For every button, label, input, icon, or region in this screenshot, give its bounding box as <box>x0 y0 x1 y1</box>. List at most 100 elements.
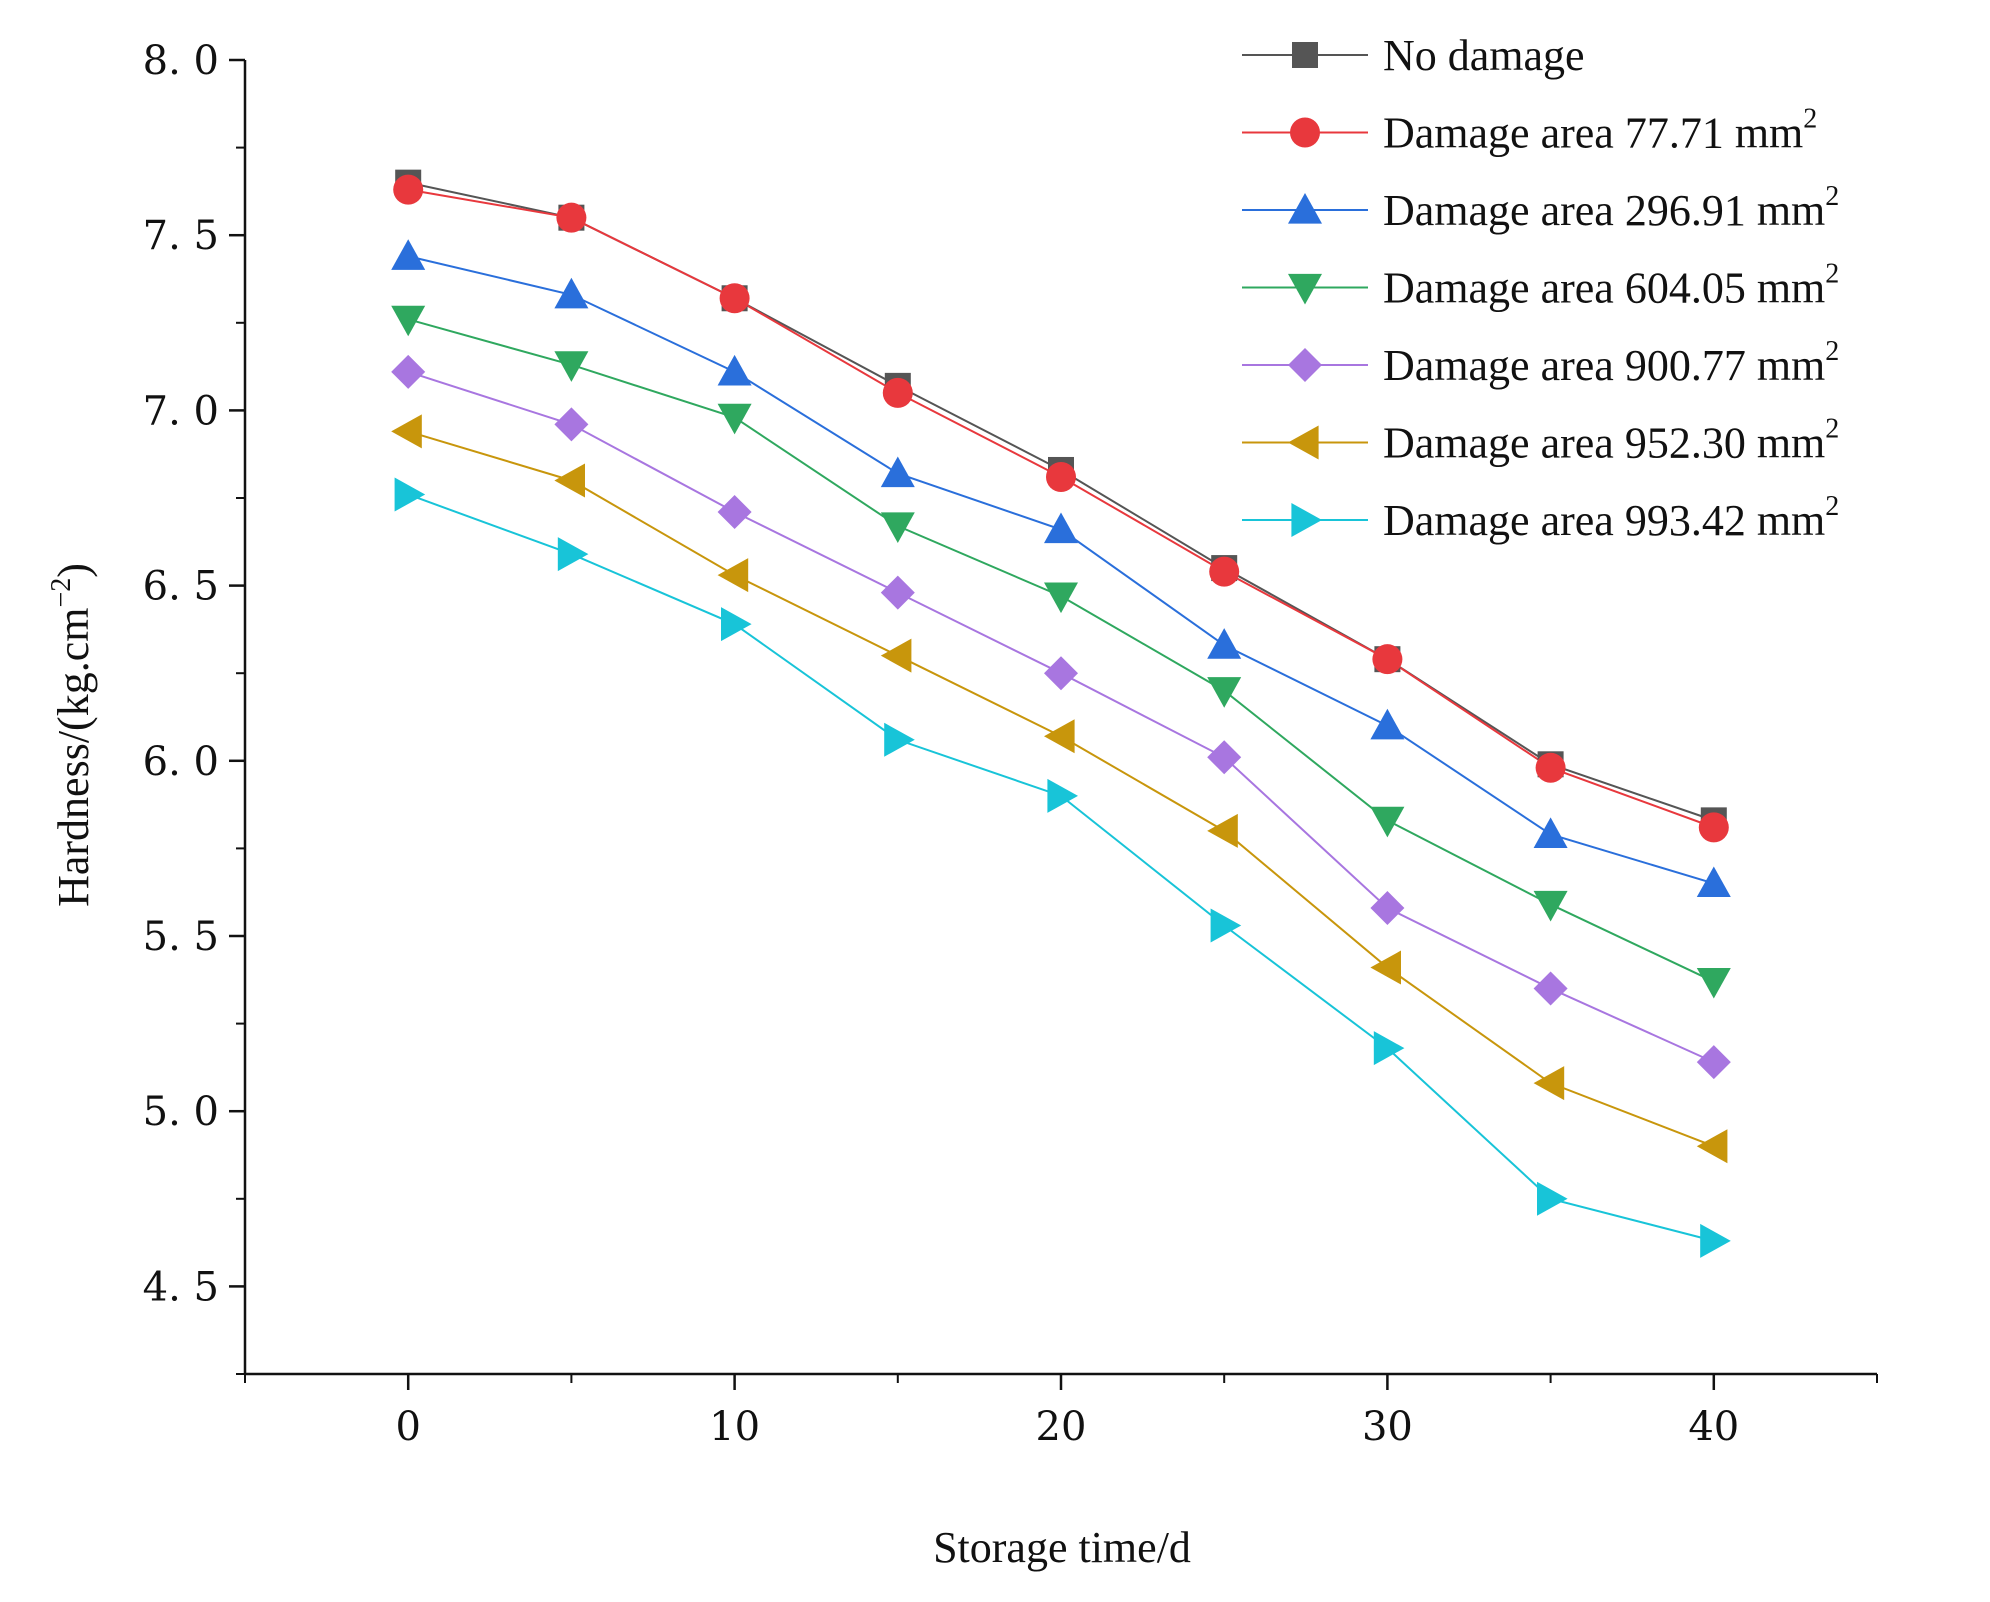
legend-label-text: No damage <box>1383 31 1585 80</box>
x-axis-label: Storage time/d <box>933 1523 1191 1572</box>
legend-label-sup: 2 <box>1825 181 1839 212</box>
legend-label: Damage area 993.42 mm2 <box>1383 491 1839 545</box>
y-tick-label: 4. 5 <box>143 1264 219 1310</box>
y-axis-label: Hardness/(kg.cm−2) <box>46 563 98 907</box>
legend-label-text: Damage area 296.91 mm <box>1383 186 1825 235</box>
data-point <box>554 351 589 382</box>
data-point <box>1044 719 1075 754</box>
data-point <box>1535 752 1566 783</box>
legend-label: Damage area 77.71 mm2 <box>1383 104 1817 158</box>
data-point <box>717 403 752 435</box>
data-point <box>394 477 426 512</box>
data-point <box>554 277 589 309</box>
y-tick-label: 6. 0 <box>143 739 219 785</box>
data-point <box>1700 1223 1731 1258</box>
data-point <box>1209 556 1240 587</box>
legend-marker <box>1288 193 1322 224</box>
data-point <box>391 354 426 389</box>
legend-label-text: Damage area 900.77 mm <box>1383 341 1825 390</box>
legend-label-text: Damage area 77.71 mm <box>1383 109 1803 158</box>
data-point <box>393 174 424 205</box>
data-point <box>1370 708 1405 740</box>
y-axis-label-sup: −2 <box>46 578 77 608</box>
legend-label-text: Damage area 952.30 mm <box>1383 419 1825 468</box>
legend-label-sup: 2 <box>1825 414 1839 445</box>
legend-label: No damage <box>1383 31 1585 80</box>
data-point <box>1537 1181 1568 1216</box>
data-point <box>1696 967 1731 999</box>
data-point <box>719 283 750 314</box>
legend-item: Damage area 900.77 mm2 <box>1242 336 1839 390</box>
data-point <box>1207 677 1242 708</box>
data-point <box>1373 1031 1405 1066</box>
data-point <box>880 575 915 610</box>
legend-marker <box>1290 117 1320 148</box>
data-point <box>882 377 913 408</box>
legend-label-text: Damage area 993.42 mm <box>1383 496 1825 545</box>
data-point <box>1696 866 1731 898</box>
data-point <box>1372 644 1403 675</box>
data-point <box>717 495 752 530</box>
data-point <box>1210 908 1242 943</box>
data-point <box>1207 740 1242 775</box>
data-point <box>391 239 426 270</box>
y-tick-label: 7. 0 <box>143 388 219 434</box>
legend-item: Damage area 952.30 mm2 <box>1242 414 1839 468</box>
data-point <box>1696 1129 1728 1164</box>
legend-item: No damage <box>1242 31 1585 80</box>
data-point <box>557 537 589 572</box>
legend-label: Damage area 296.91 mm2 <box>1383 181 1839 235</box>
data-point <box>1533 817 1568 848</box>
data-point <box>554 407 589 442</box>
legend-marker <box>1291 503 1322 537</box>
legend-label: Damage area 604.05 mm2 <box>1383 259 1839 313</box>
data-point <box>1046 461 1076 492</box>
data-point <box>721 607 752 642</box>
data-point <box>880 638 912 673</box>
y-tick-label: 5. 5 <box>143 914 219 960</box>
legend-label-text: Damage area 604.05 mm <box>1383 264 1825 313</box>
y-axis-label-close: ) <box>49 563 98 578</box>
legend-label: Damage area 952.30 mm2 <box>1383 414 1839 468</box>
series-markers <box>391 169 1731 1258</box>
legend-item: Damage area 604.05 mm2 <box>1242 259 1839 313</box>
data-point <box>1207 813 1238 848</box>
data-point <box>391 305 426 337</box>
x-tick-label: 40 <box>1688 1404 1739 1450</box>
data-point <box>391 414 422 449</box>
x-tick-label: 20 <box>1036 1404 1087 1450</box>
x-tick-label: 10 <box>709 1404 760 1450</box>
data-point <box>717 558 749 593</box>
data-point <box>1044 512 1078 544</box>
legend-marker <box>1288 425 1319 460</box>
data-point <box>554 463 585 498</box>
data-point <box>1047 778 1078 813</box>
data-point <box>556 202 587 233</box>
legend-marker <box>1288 348 1322 382</box>
legend-label-sup: 2 <box>1825 491 1839 522</box>
data-point <box>1044 582 1078 614</box>
data-point <box>1533 890 1568 922</box>
data-point <box>880 456 915 488</box>
data-point <box>1533 1066 1565 1101</box>
y-tick-label: 8. 0 <box>143 38 219 84</box>
data-point <box>1044 656 1078 691</box>
data-point <box>717 354 752 386</box>
x-tick-label: 30 <box>1362 1404 1413 1450</box>
data-point <box>1370 950 1401 985</box>
legend-item: Damage area 77.71 mm2 <box>1242 104 1817 158</box>
legend-label-sup: 2 <box>1803 104 1817 135</box>
legend-label-sup: 2 <box>1825 259 1839 290</box>
data-point <box>880 512 915 544</box>
legend-label-sup: 2 <box>1825 336 1839 367</box>
data-point <box>1207 628 1242 659</box>
data-point <box>1370 806 1405 838</box>
data-point <box>1698 812 1729 843</box>
y-tick-label: 6. 5 <box>143 564 219 610</box>
legend-marker <box>1292 42 1318 68</box>
data-point <box>1533 971 1568 1006</box>
y-axis-label-main: Hardness/(kg.cm <box>49 608 98 907</box>
x-tick-label: 0 <box>395 1404 420 1450</box>
